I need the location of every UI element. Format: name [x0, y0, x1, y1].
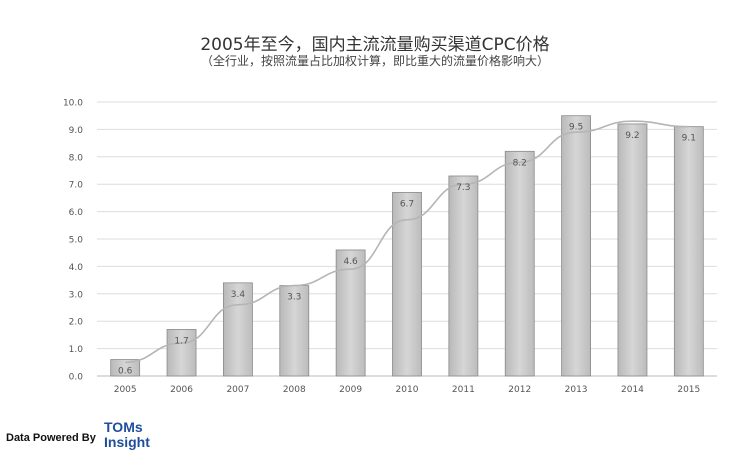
toms-insight-logo: TOMs Insight — [104, 420, 150, 450]
bar — [223, 282, 253, 377]
y-tick-label: 10.0 — [63, 99, 83, 109]
y-tick-label: 2.0 — [69, 318, 84, 328]
y-tick-label: 9.0 — [69, 126, 84, 136]
x-tick-label: 2007 — [226, 385, 249, 395]
bar-data-label: 4.6 — [343, 257, 358, 267]
chart-title: 2005年至今，国内主流流量购买渠道CPC价格 — [200, 35, 550, 55]
x-tick-label: 2011 — [452, 385, 475, 395]
bar-data-label: 6.7 — [400, 199, 414, 209]
bar-data-label: 9.2 — [625, 131, 639, 141]
y-tick-label: 4.0 — [69, 263, 84, 273]
x-tick-label: 2008 — [283, 385, 306, 395]
axis-labels: 0.0 1.0 2.0 3.0 4.0 5.0 6.0 7.0 8.0 9.0 10.0 2005 20… — [63, 99, 700, 396]
y-tick-label: 7.0 — [69, 181, 84, 191]
bar-data-label: 8.2 — [513, 158, 527, 168]
x-tick-label: 2015 — [677, 385, 700, 395]
y-tick-label: 0.0 — [69, 373, 84, 383]
x-tick-label: 2009 — [339, 385, 362, 395]
y-tick-label: 1.0 — [69, 345, 84, 355]
bar-data-label: 0.6 — [118, 367, 133, 377]
logo-line-1: TOMs — [104, 419, 143, 435]
bar-data-label: 9.5 — [569, 123, 583, 133]
x-tick-label: 2014 — [621, 385, 644, 395]
x-tick-label: 2010 — [396, 385, 419, 395]
bar — [673, 126, 704, 377]
bar — [504, 150, 535, 377]
bar-data-label: 7.3 — [456, 183, 470, 193]
bar — [448, 175, 479, 377]
bars — [110, 115, 704, 377]
trend-line — [125, 120, 689, 364]
data-labels: 0.6 1.7 3.4 3.3 4.6 6.7 7.3 8.2 9.5 9.2 9.1 — [118, 123, 696, 377]
bar-data-label: 3.4 — [231, 290, 246, 300]
x-tick-label: 2012 — [508, 385, 531, 395]
y-tick-label: 3.0 — [69, 290, 84, 300]
data-powered-by-label: Data Powered By — [6, 432, 96, 444]
bar — [561, 115, 591, 377]
bar-data-label: 3.3 — [287, 293, 301, 303]
x-tick-label: 2013 — [565, 385, 588, 395]
x-tick-label: 2006 — [170, 385, 193, 395]
logo-line-2: Insight — [104, 434, 150, 450]
chart-subtitle: （全行业，按照流量占比加权计算，即比重大的流量价格影响大） — [200, 54, 549, 68]
grid-lines — [97, 101, 717, 377]
bar — [166, 329, 197, 377]
bar-data-label: 9.1 — [682, 134, 696, 144]
bar — [617, 123, 648, 377]
y-tick-label: 6.0 — [69, 208, 84, 218]
bar — [279, 285, 310, 377]
x-tick-label: 2005 — [114, 385, 137, 395]
y-tick-label: 8.0 — [69, 153, 84, 163]
bar — [110, 359, 141, 377]
y-tick-label: 5.0 — [69, 236, 84, 246]
bar-data-label: 1.7 — [174, 336, 188, 346]
trend-line-layer — [125, 120, 689, 364]
bar — [335, 249, 366, 377]
